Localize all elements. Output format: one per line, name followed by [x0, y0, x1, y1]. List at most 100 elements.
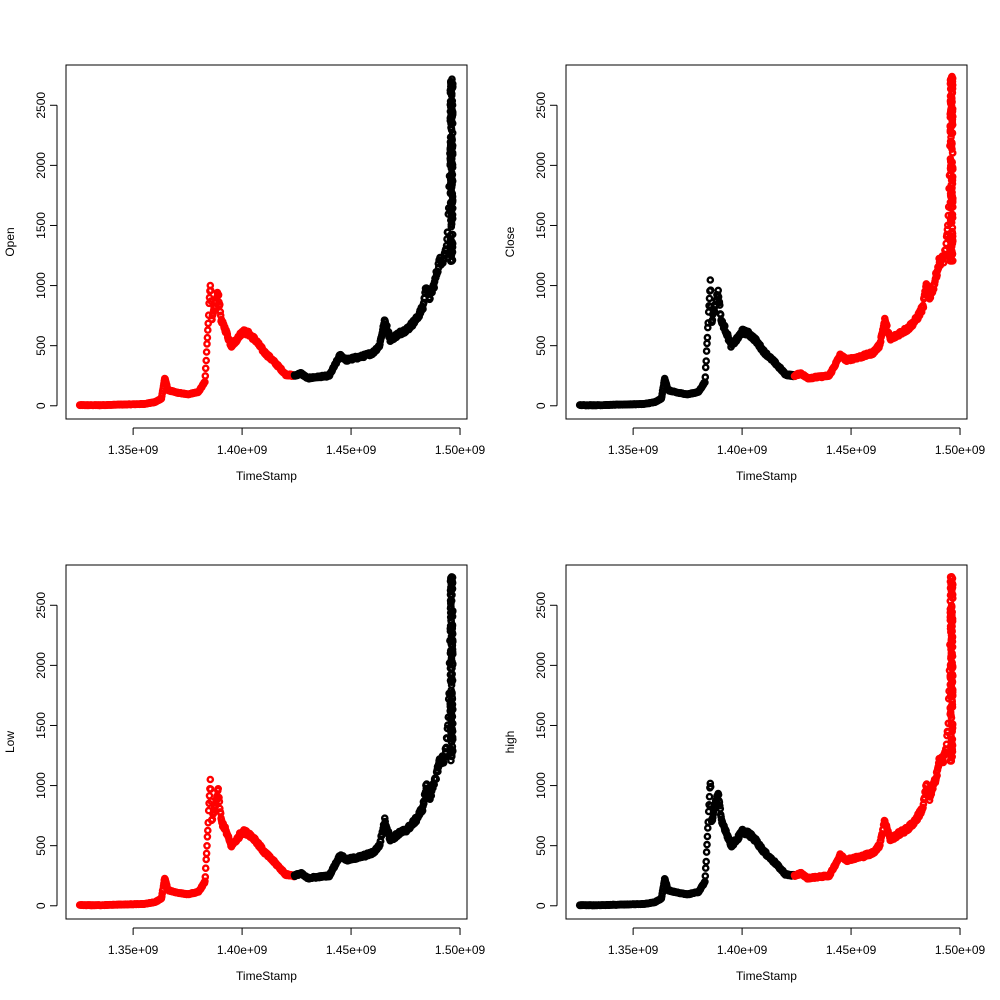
data-point — [206, 286, 215, 295]
data-point — [948, 652, 957, 661]
plot-frame — [565, 564, 968, 920]
panel-high: 1.35e+09 1.40e+09 1.45e+09 1.50e+09 0 500 1000… — [503, 564, 986, 983]
data-point — [705, 792, 714, 801]
data-point — [214, 291, 223, 299]
panel-low: 1.35e+09 1.40e+09 1.45e+09 1.50e+09 0 500 1000… — [3, 564, 486, 983]
panel-open: 1.35e+09 1.40e+09 1.45e+09 1.50e+09 0 500 1000… — [3, 64, 486, 483]
data-point — [216, 307, 225, 316]
data-point — [448, 645, 457, 654]
y-tick-label: 2500 — [534, 592, 548, 619]
x-tick-label: 1.40e+09 — [717, 443, 768, 457]
data-point — [702, 347, 711, 355]
y-tick-label: 0 — [534, 402, 548, 409]
y-tick-label: 500 — [34, 335, 48, 355]
y-tick-label: 2000 — [534, 652, 548, 679]
data-point — [703, 840, 711, 849]
data-point — [919, 803, 927, 812]
data-point — [447, 669, 456, 678]
x-tick-label: 1.45e+09 — [326, 943, 377, 957]
data-point — [701, 872, 710, 880]
x-tick-label: 1.35e+09 — [608, 443, 659, 457]
data-point — [446, 152, 455, 160]
x-tick-label: 1.35e+09 — [608, 943, 659, 957]
y-tick-label: 1500 — [534, 212, 548, 239]
y-tick-label: 500 — [534, 335, 548, 355]
data-point — [948, 746, 956, 754]
data-point — [448, 191, 457, 200]
data-point — [448, 199, 457, 207]
data-point — [446, 88, 455, 97]
data-point — [448, 735, 457, 743]
data-point — [448, 136, 456, 145]
data-point — [215, 300, 224, 309]
data-point — [432, 775, 441, 783]
x-tick-label: 1.40e+09 — [717, 943, 768, 957]
data-point — [703, 333, 712, 342]
data-points — [75, 573, 457, 910]
x-tick-label: 1.35e+09 — [108, 943, 159, 957]
data-point — [947, 242, 956, 251]
y-tick-label: 1500 — [34, 712, 48, 739]
data-point — [448, 238, 456, 246]
data-point — [203, 826, 212, 835]
y-tick-label: 1500 — [34, 212, 48, 239]
y-axis: 0 500 1000 1500 2000 2500 — [34, 92, 58, 409]
y-axis: 0 500 1000 1500 2000 2500 — [534, 592, 558, 909]
data-point — [946, 126, 955, 135]
y-tick-label: 500 — [34, 835, 48, 855]
y-tick-label: 2500 — [34, 92, 48, 119]
data-point — [948, 109, 956, 118]
y-tick-label: 1000 — [34, 772, 48, 799]
data-point — [446, 160, 455, 169]
data-point — [706, 276, 715, 284]
data-point — [947, 636, 956, 645]
data-point — [446, 180, 455, 188]
data-point — [448, 706, 456, 715]
data-point — [949, 203, 957, 211]
x-tick-label: 1.40e+09 — [217, 443, 268, 457]
data-point — [446, 231, 455, 240]
data-point — [948, 700, 957, 709]
x-tick-label: 1.50e+09 — [935, 943, 986, 957]
data-point — [447, 710, 456, 719]
data-point — [201, 864, 210, 873]
data-point — [946, 184, 955, 193]
data-point — [948, 210, 957, 219]
data-point — [447, 625, 456, 634]
data-point — [215, 797, 224, 806]
data-point — [448, 108, 457, 117]
y-tick-label: 0 — [34, 902, 48, 909]
panel-close: 1.35e+09 1.40e+09 1.45e+09 1.50e+09 0 500 1000… — [503, 64, 986, 483]
y-axis: 0 500 1000 1500 2000 2500 — [34, 592, 58, 909]
data-point — [446, 597, 455, 605]
data-point — [706, 782, 715, 791]
data-point — [702, 848, 711, 856]
data-point — [706, 286, 715, 295]
y-tick-label: 1000 — [534, 272, 548, 299]
data-point — [948, 174, 957, 183]
data-point — [701, 373, 710, 381]
data-point — [448, 688, 456, 697]
data-point — [376, 841, 384, 849]
data-point — [947, 689, 956, 697]
data-points — [75, 75, 457, 410]
x-tick-label: 1.50e+09 — [435, 943, 486, 957]
data-point — [716, 301, 724, 309]
data-point — [206, 775, 215, 784]
data-point — [705, 294, 714, 303]
data-point — [706, 779, 715, 788]
data-point — [948, 614, 957, 623]
data-point — [448, 82, 457, 91]
data-point — [946, 155, 955, 163]
data-point — [447, 126, 456, 134]
data-point — [948, 735, 957, 744]
data-point — [206, 785, 215, 793]
data-point — [201, 873, 210, 881]
y-tick-label: 0 — [534, 902, 548, 909]
data-point — [447, 171, 456, 179]
x-axis: 1.35e+09 1.40e+09 1.45e+09 1.50e+09 — [108, 427, 486, 457]
data-point — [214, 785, 222, 793]
y-tick-label: 2000 — [34, 652, 48, 679]
